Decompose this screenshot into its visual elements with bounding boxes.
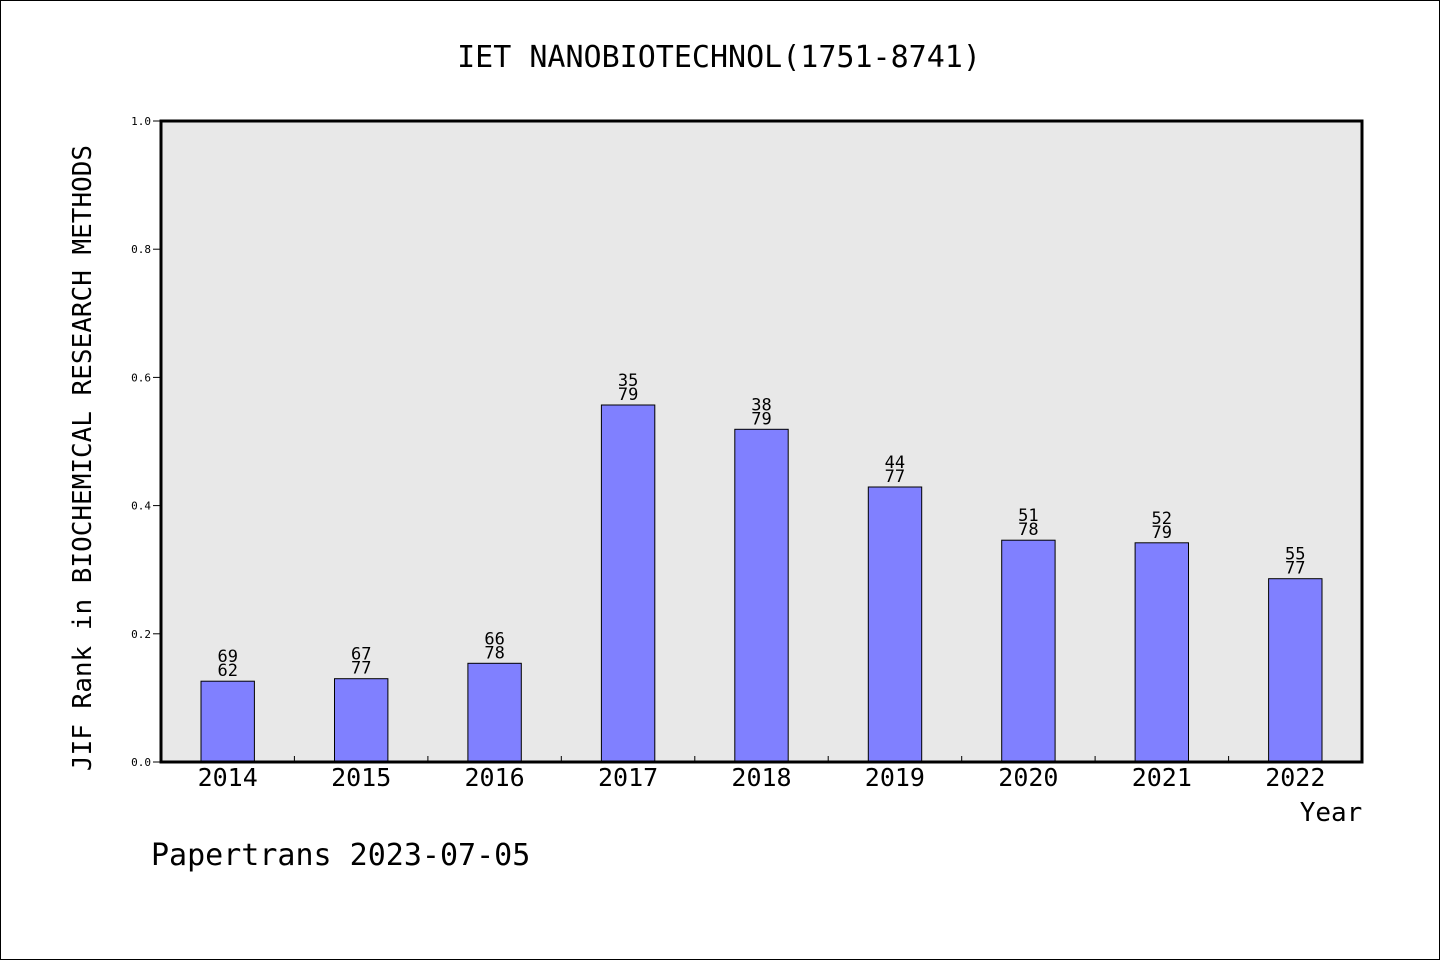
bar-2022 bbox=[1268, 578, 1323, 763]
bar-2017 bbox=[600, 404, 656, 763]
footer-credit: Papertrans 2023-07-05 bbox=[151, 838, 530, 873]
y-tick-label-0.8: 0.8 bbox=[131, 243, 151, 256]
x-tick-label-2022: 2022 bbox=[1265, 763, 1325, 792]
bar-label-top-2022: 55 bbox=[1285, 545, 1305, 565]
bar-label-top-2014: 69 bbox=[217, 647, 237, 667]
chart-title: IET NANOBIOTECHNOL(1751-8741) bbox=[457, 40, 981, 75]
x-tick-label-2015: 2015 bbox=[331, 763, 391, 792]
bar-label-top-2015: 67 bbox=[351, 645, 371, 665]
bar-2016 bbox=[467, 662, 522, 763]
bar-label-top-2021: 52 bbox=[1152, 509, 1172, 529]
bar-label-top-2018: 38 bbox=[751, 395, 771, 415]
x-tick-label-2017: 2017 bbox=[598, 763, 658, 792]
y-tick-label-0.4: 0.4 bbox=[131, 500, 151, 513]
plot-frame bbox=[159, 119, 1364, 764]
x-tick-label-2020: 2020 bbox=[998, 763, 1058, 792]
x-axis: 2014 2015 2016 2017 2018 2019 2020 2021 2022 bbox=[198, 756, 1325, 792]
bar-label-bottom-2014: 62 bbox=[217, 661, 237, 681]
bar-label-top-2017: 35 bbox=[618, 371, 638, 391]
y-tick-label-0.2: 0.2 bbox=[131, 628, 151, 641]
bar-label-top-2016: 66 bbox=[484, 629, 504, 649]
bar-label-bottom-2017: 79 bbox=[618, 385, 638, 405]
y-axis: 0.0 0.2 0.4 0.6 0.8 1.0 bbox=[131, 115, 161, 769]
bar-2019 bbox=[867, 486, 923, 763]
bar-label-bottom-2018: 79 bbox=[751, 409, 771, 429]
x-axis-title: Year bbox=[1300, 798, 1363, 828]
bar-label-top-2020: 51 bbox=[1018, 506, 1038, 526]
bar-2014 bbox=[200, 680, 255, 763]
x-tick-label-2021: 2021 bbox=[1132, 763, 1192, 792]
bar-label-bottom-2015: 77 bbox=[351, 659, 371, 679]
bar-2020 bbox=[1001, 539, 1056, 763]
x-tick-label-2018: 2018 bbox=[731, 763, 791, 792]
y-axis-title: JIF Rank in BIOCHEMICAL RESEARCH METHODS bbox=[68, 145, 98, 771]
bars-group bbox=[200, 404, 1323, 763]
y-tick-label-0.0: 0.0 bbox=[131, 756, 151, 769]
y-tick-label-1.0: 1.0 bbox=[131, 115, 151, 128]
y-tick-label-0.6: 0.6 bbox=[131, 371, 151, 384]
bar-2021 bbox=[1134, 542, 1189, 763]
x-tick-label-2014: 2014 bbox=[198, 763, 258, 792]
x-tick-label-2016: 2016 bbox=[464, 763, 524, 792]
bar-label-bottom-2021: 79 bbox=[1152, 523, 1172, 543]
bar-2015 bbox=[334, 678, 389, 763]
bar-label-bottom-2020: 78 bbox=[1018, 520, 1038, 540]
bar-label-bottom-2022: 77 bbox=[1285, 559, 1305, 579]
bar-label-bottom-2019: 77 bbox=[885, 467, 905, 487]
x-tick-label-2019: 2019 bbox=[865, 763, 925, 792]
bar-label-top-2019: 44 bbox=[885, 453, 905, 473]
bar-2018 bbox=[734, 428, 789, 763]
bar-label-bottom-2016: 78 bbox=[484, 643, 504, 663]
